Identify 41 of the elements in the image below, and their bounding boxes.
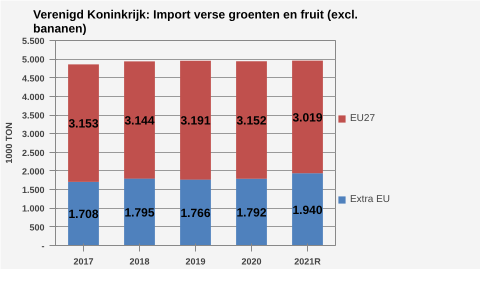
data-label: 1.940 xyxy=(292,202,323,217)
y-tick-label: 2.000 xyxy=(22,166,45,176)
chart-title: Verenigd Koninkrijk: Import verse groenten en fruit (excl. bananen) xyxy=(33,8,358,36)
bar xyxy=(124,178,155,246)
bar xyxy=(180,60,211,180)
legend-label: EU27 xyxy=(350,113,376,124)
legend-label: Extra EU xyxy=(350,194,390,205)
y-axis-title: 1000 TON xyxy=(4,122,14,164)
x-tick-label: 2017 xyxy=(73,256,94,266)
y-tick-label: 5.500 xyxy=(22,36,45,46)
data-label: 1.795 xyxy=(124,206,155,220)
data-label: 1.792 xyxy=(236,206,267,220)
x-tick-label: 2021R xyxy=(294,256,322,266)
data-label: 3.153 xyxy=(68,116,99,131)
data-label: 3.019 xyxy=(292,110,323,124)
bar xyxy=(180,180,211,246)
x-tick-label: 2018 xyxy=(129,256,150,266)
y-tick-label: 3.000 xyxy=(22,129,45,140)
y-tick-label: 2.500 xyxy=(22,148,45,158)
y-tick-label: 3.500 xyxy=(22,110,45,121)
data-label: 3.144 xyxy=(124,114,155,128)
data-label: 1.766 xyxy=(180,206,211,220)
bar xyxy=(236,61,267,179)
bar xyxy=(68,64,99,182)
y-tick-label: 1.500 xyxy=(22,185,45,196)
y-tick-label: - xyxy=(42,241,45,251)
bar xyxy=(292,60,323,174)
x-tick-label: 2019 xyxy=(185,256,206,266)
data-label: 1.708 xyxy=(68,207,99,222)
bar xyxy=(124,61,155,179)
bar xyxy=(68,182,99,246)
y-tick-label: 4.500 xyxy=(22,73,45,84)
y-tick-label: 4.000 xyxy=(22,92,45,102)
data-label: 3.152 xyxy=(236,113,267,128)
bar xyxy=(236,178,267,246)
y-tick-label: 1.000 xyxy=(22,204,45,214)
data-label: 3.191 xyxy=(180,114,211,128)
x-tick-label: 2020 xyxy=(241,256,262,266)
y-tick-label: 5.000 xyxy=(22,54,45,65)
y-tick-label: 500 xyxy=(29,222,45,232)
bar xyxy=(292,173,323,246)
